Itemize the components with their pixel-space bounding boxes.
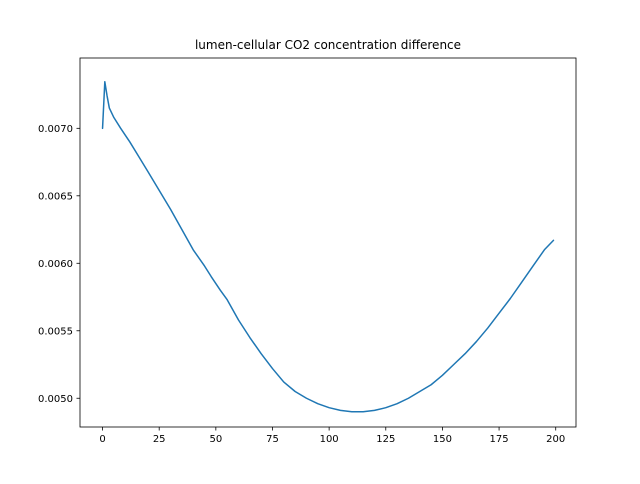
x-tick-label: 125 [376, 434, 395, 445]
x-tick-label: 75 [266, 434, 279, 445]
axes-layer: 0 25 50 75 100 125 150 175 200 0.0050 0.0055 0.0060… [38, 57, 577, 445]
x-tick-label: 200 [546, 434, 565, 445]
y-tick-label: 0.0060 [38, 259, 73, 270]
y-tick-label: 0.0065 [38, 191, 73, 202]
series-layer [101, 81, 555, 413]
plot-frame [79, 57, 577, 428]
chart-title: lumen-cellular CO2 concentration differe… [195, 38, 461, 52]
x-tick-label: 50 [209, 434, 222, 445]
series-line [101, 81, 555, 413]
x-tick-label: 150 [433, 434, 452, 445]
x-tick-label: 175 [490, 434, 509, 445]
x-tick-label: 25 [153, 434, 166, 445]
y-tick-label: 0.0050 [38, 394, 73, 405]
y-tick-label: 0.0055 [38, 326, 73, 337]
y-tick-label: 0.0070 [38, 124, 73, 135]
x-tick-label: 100 [320, 434, 339, 445]
x-tick-label: 0 [99, 434, 105, 445]
